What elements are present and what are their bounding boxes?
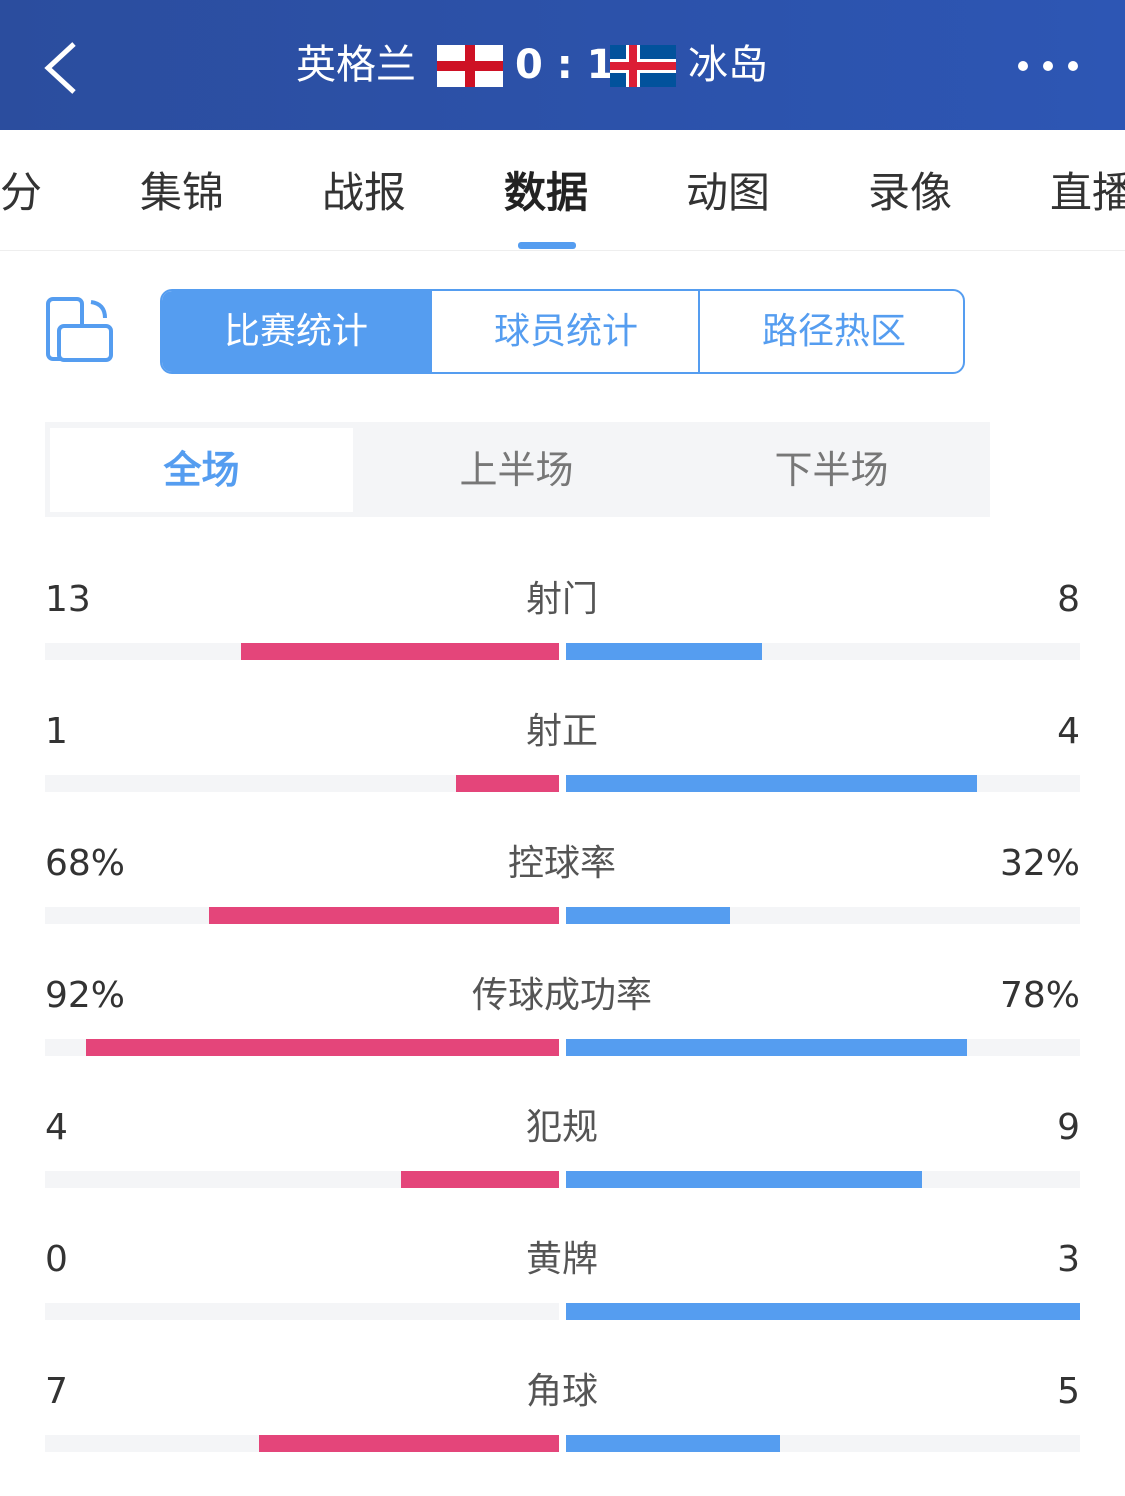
home-bar: [259, 1435, 559, 1452]
home-bar: [86, 1039, 559, 1056]
bar-track: [45, 1303, 559, 1320]
home-team: 英格兰: [296, 42, 416, 88]
away-value: 9: [1057, 1107, 1080, 1148]
home-bar: [209, 907, 559, 924]
home-value: 13: [45, 579, 91, 620]
stat-name: 控球率: [507, 843, 616, 884]
away-bar: [566, 643, 762, 660]
away-bar: [566, 1435, 781, 1452]
score: 0 : 1: [515, 42, 615, 88]
more-button[interactable]: [1015, 58, 1081, 74]
home-value: 0: [45, 1239, 68, 1280]
tab[interactable]: 战报: [321, 168, 406, 217]
stat-name: 射门: [525, 579, 598, 620]
away-bar: [566, 1303, 1080, 1320]
tab[interactable]: 数据: [503, 168, 588, 217]
england-flag: [437, 45, 503, 87]
home-value: 68%: [45, 843, 126, 884]
stat-name: 黄牌: [525, 1239, 598, 1280]
tab[interactable]: 评分: [0, 168, 42, 217]
home-value: 4: [45, 1107, 68, 1148]
away-bar: [566, 1171, 922, 1188]
stat-name: 犯规: [525, 1107, 598, 1148]
tab[interactable]: 录像: [867, 168, 952, 217]
away-bar: [566, 1039, 967, 1056]
period-tab[interactable]: 下半场: [774, 448, 889, 492]
back-button[interactable]: [40, 40, 80, 96]
away-value: 5: [1057, 1371, 1080, 1412]
home-bar: [400, 1171, 559, 1188]
tab[interactable]: 动图: [685, 168, 770, 217]
switch-icon[interactable]: [45, 296, 115, 366]
tab-indicator: [518, 242, 576, 249]
header: 英格兰 0 : 1 冰岛: [0, 0, 1125, 130]
stat-name: 传球成功率: [471, 975, 652, 1016]
bar-track: [45, 775, 559, 792]
away-value: 4: [1057, 711, 1080, 752]
away-team: 冰岛: [688, 42, 768, 88]
stat-name: 角球: [525, 1371, 598, 1412]
away-value: 78%: [999, 975, 1080, 1016]
home-value: 1: [45, 711, 68, 752]
period-tab[interactable]: 全场: [50, 428, 353, 512]
away-value: 3: [1057, 1239, 1080, 1280]
segment-tab[interactable]: 球员统计: [430, 291, 700, 372]
tab[interactable]: 直播: [1049, 168, 1125, 217]
iceland-flag: [610, 45, 676, 87]
stat-name: 射正: [525, 711, 598, 752]
away-value: 8: [1057, 579, 1080, 620]
away-bar: [566, 907, 731, 924]
away-bar: [566, 775, 978, 792]
period-tab[interactable]: 上半场: [459, 448, 574, 492]
tab-bar: 评分 集锦 战报 数据 动图 录像 直播: [0, 130, 1125, 251]
segment-tab[interactable]: 路径热区: [698, 291, 968, 372]
home-value: 7: [45, 1371, 68, 1412]
segment-tab[interactable]: 比赛统计: [162, 291, 430, 372]
tab[interactable]: 集锦: [139, 168, 224, 217]
away-value: 32%: [999, 843, 1080, 884]
home-bar: [456, 775, 559, 792]
home-bar: [240, 643, 559, 660]
home-value: 92%: [45, 975, 126, 1016]
segment-control: [160, 289, 965, 374]
